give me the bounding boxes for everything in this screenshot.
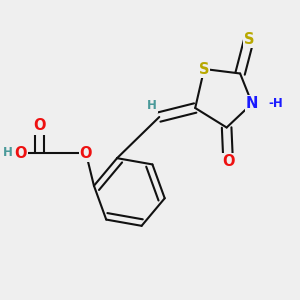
Text: O: O — [33, 118, 46, 134]
Text: S: S — [244, 32, 254, 46]
Text: O: O — [80, 146, 92, 160]
Text: N: N — [246, 96, 258, 111]
Text: S: S — [199, 61, 209, 76]
Text: H: H — [3, 146, 13, 160]
Text: O: O — [14, 146, 27, 160]
Text: O: O — [222, 154, 234, 169]
Text: H: H — [147, 99, 157, 112]
Text: -H: -H — [268, 97, 283, 110]
